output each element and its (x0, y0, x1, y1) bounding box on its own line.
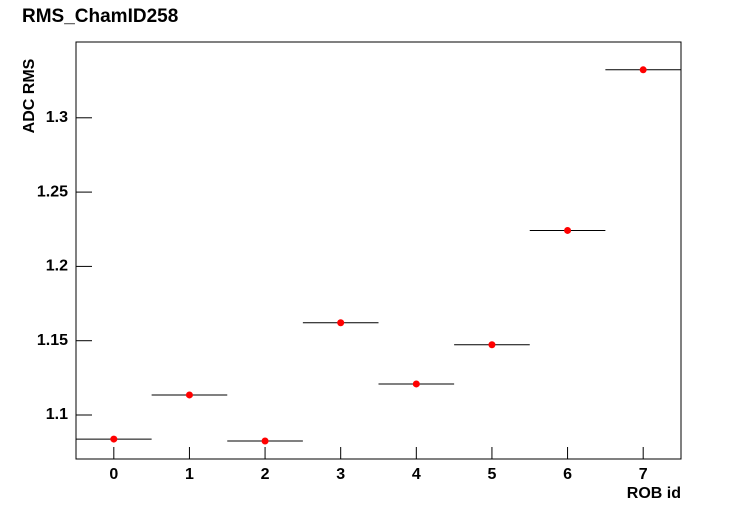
x-tick-label: 4 (412, 466, 421, 483)
x-axis-label: ROB id (627, 485, 681, 502)
y-tick-label: 1.2 (46, 258, 68, 275)
point (337, 319, 345, 327)
y-tick-label: 1.3 (46, 109, 68, 126)
x-tick-label: 7 (639, 466, 648, 483)
y-tick-label: 1.25 (37, 183, 68, 200)
point (488, 341, 496, 349)
x-tick-label: 5 (487, 466, 496, 483)
x-tick-label: 3 (336, 466, 345, 483)
point (261, 437, 269, 445)
point (564, 226, 572, 234)
y-tick-label: 1.1 (46, 406, 68, 423)
x-tick-label: 2 (261, 466, 270, 483)
chart-title: RMS_ChamID258 (22, 6, 178, 27)
point (110, 435, 118, 443)
y-axis-label: ADC RMS (21, 58, 38, 133)
point (412, 380, 420, 388)
x-tick-label: 1 (185, 466, 194, 483)
x-tick-label: 6 (563, 466, 572, 483)
point (185, 391, 193, 399)
y-tick-label: 1.15 (37, 332, 68, 349)
x-tick-label: 0 (109, 466, 118, 483)
point (639, 66, 647, 74)
plot-frame (75, 41, 682, 460)
